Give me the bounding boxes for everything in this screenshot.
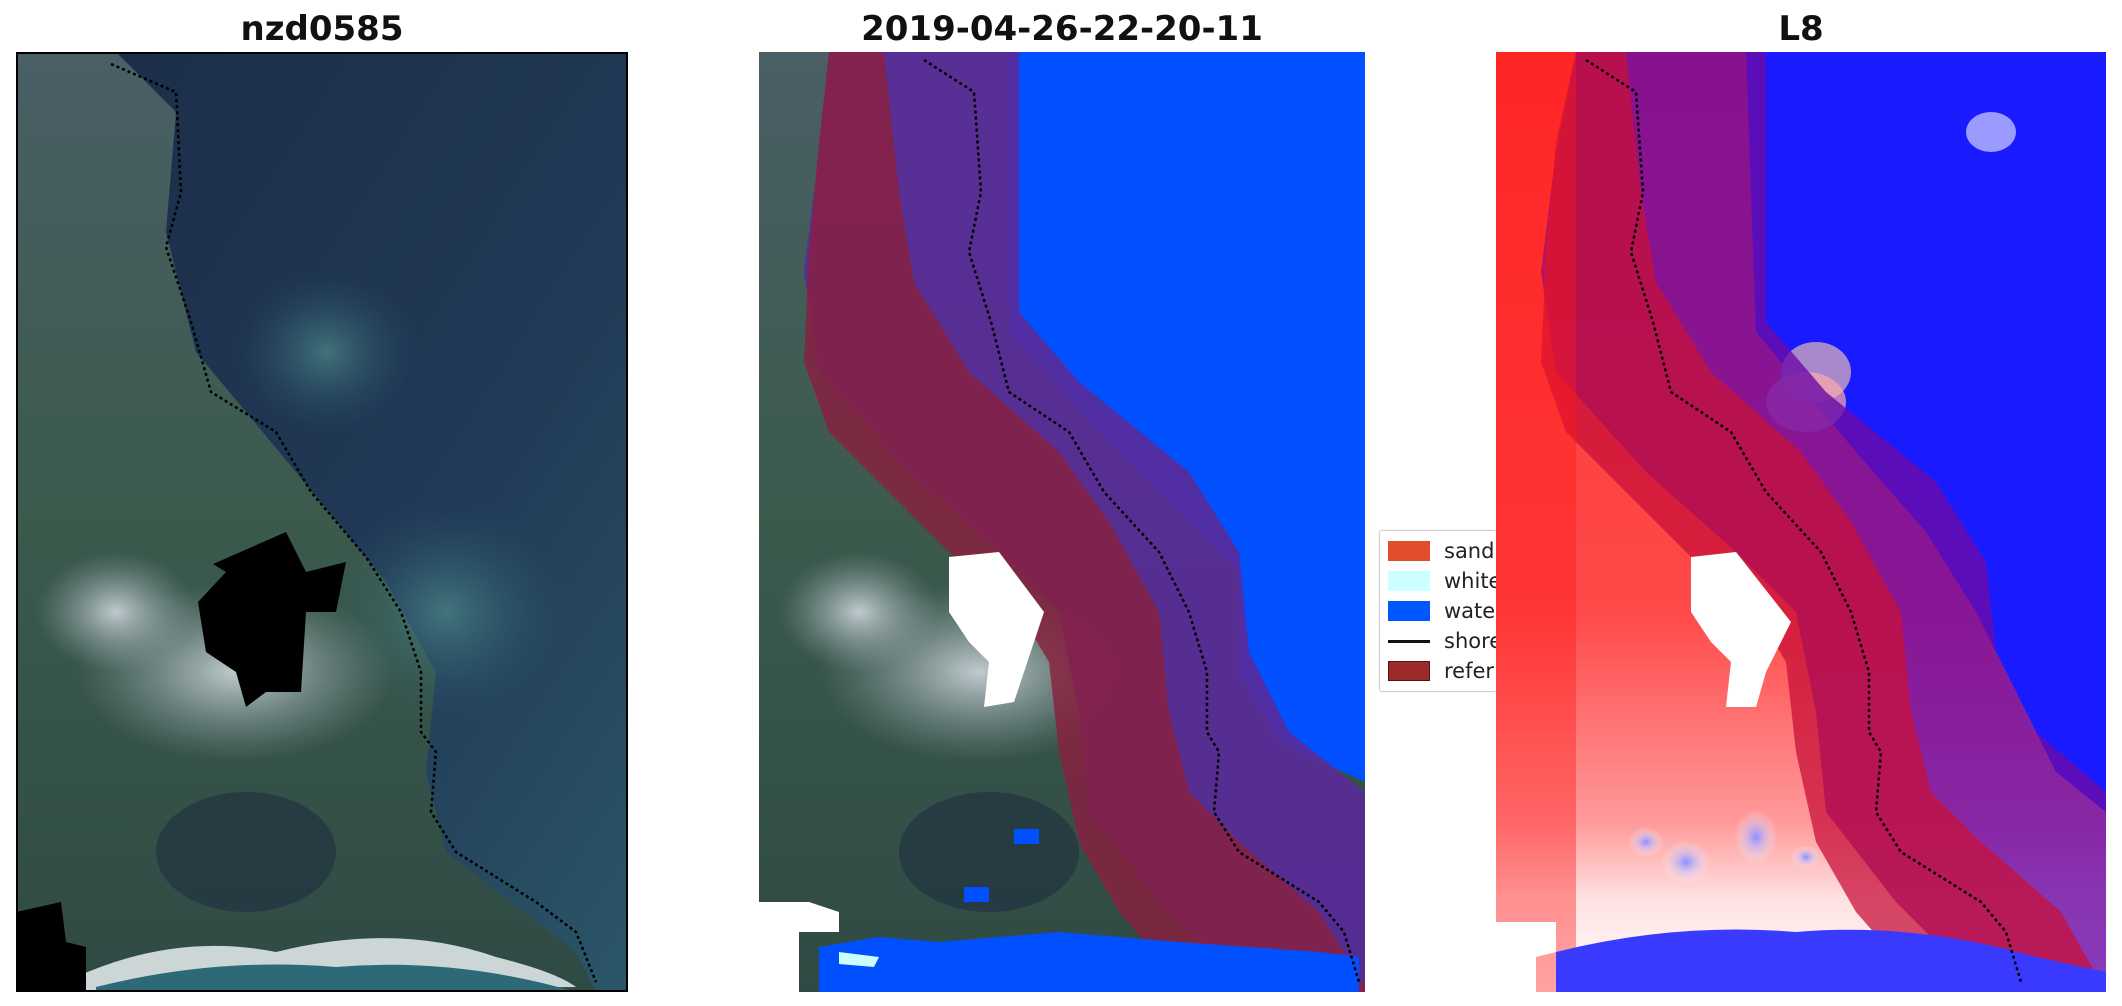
water-index-area: [1746, 52, 2106, 812]
legend-swatch-sand: [1388, 541, 1430, 561]
l8-index-image: [1496, 52, 2106, 992]
legend-item-shore: shore: [1388, 627, 1497, 655]
legend-label-shore: shore: [1444, 629, 1497, 653]
reference-shoreline-buffer: [804, 52, 1365, 992]
reference-shoreline: [110, 62, 598, 983]
legend-item-water: wate: [1388, 597, 1495, 625]
panel-title-2: 2019-04-26-22-20-11: [861, 9, 1263, 49]
water-class-area: [1009, 52, 1365, 782]
panel-title-1: nzd0585: [240, 9, 404, 49]
legend-swatch-reference: [1388, 661, 1430, 681]
panel-title-3: L8: [1778, 9, 1824, 49]
nodata-mask: [198, 532, 346, 707]
legend-line-shore: [1388, 639, 1430, 643]
legend-item-white: white: [1388, 567, 1497, 595]
legend-swatch-water: [1388, 601, 1430, 621]
reference-buffer-l8: [1541, 52, 2106, 992]
legend-label-white: white: [1444, 569, 1497, 593]
satellite-rgb-image: [16, 52, 628, 992]
legend-swatch-white: [1388, 571, 1430, 591]
legend-label-reference: refer: [1444, 659, 1495, 683]
classified-image: [759, 52, 1365, 992]
legend-label-sand: sand: [1444, 539, 1495, 563]
legend-item-reference: refer: [1388, 657, 1494, 685]
legend: sand white wate shore refer: [1379, 530, 1497, 692]
legend-item-sand: sand: [1388, 537, 1494, 565]
legend-label-water: wate: [1444, 599, 1496, 623]
white-class-area: [949, 552, 1044, 707]
